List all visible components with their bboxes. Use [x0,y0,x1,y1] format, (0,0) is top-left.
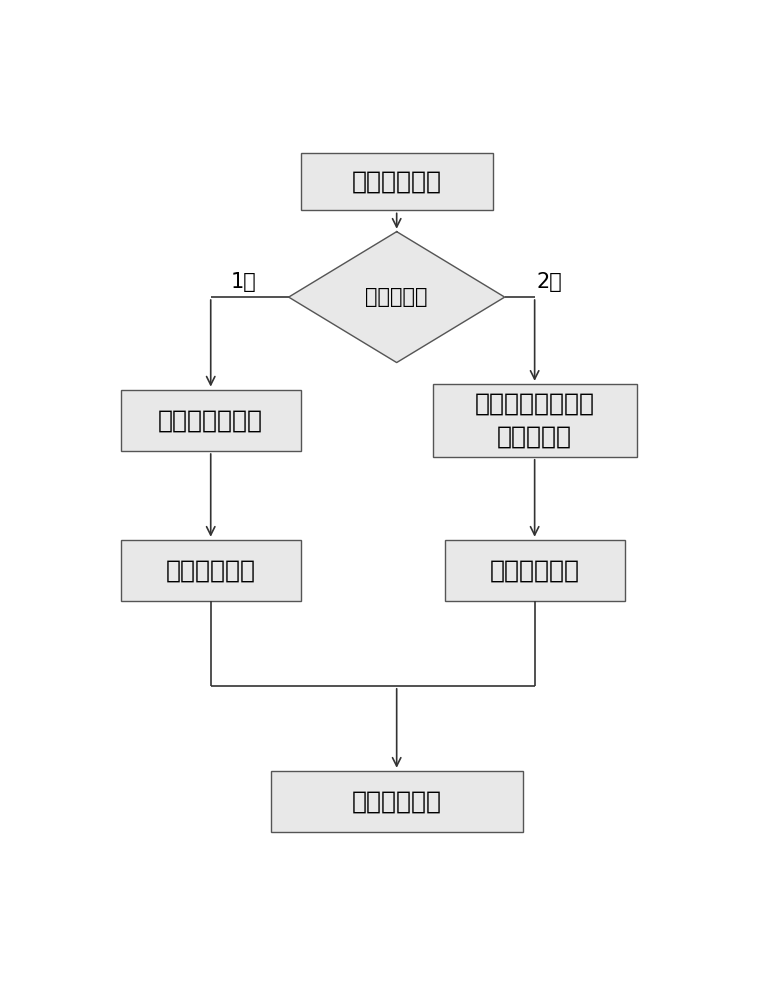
Bar [121,389,300,451]
Text: 获取指针角度: 获取指针角度 [351,789,442,813]
Bar [121,540,300,601]
Text: 指针线条数: 指针线条数 [365,287,428,307]
Text: 计算直线斜率: 计算直线斜率 [490,558,580,582]
Bar [433,384,636,457]
Bar [271,771,522,832]
Text: 交点与圆心的连线
作为指针线: 交点与圆心的连线 作为指针线 [474,392,594,449]
Text: 2条: 2条 [536,272,563,292]
Bar [300,153,492,210]
Bar [444,540,625,601]
Text: 直接作为指针线: 直接作为指针线 [158,408,263,432]
Text: 1条: 1条 [231,272,257,292]
Text: 指针角度计算: 指针角度计算 [351,170,442,194]
Text: 计算直线斜率: 计算直线斜率 [166,558,255,582]
Polygon shape [289,232,505,363]
